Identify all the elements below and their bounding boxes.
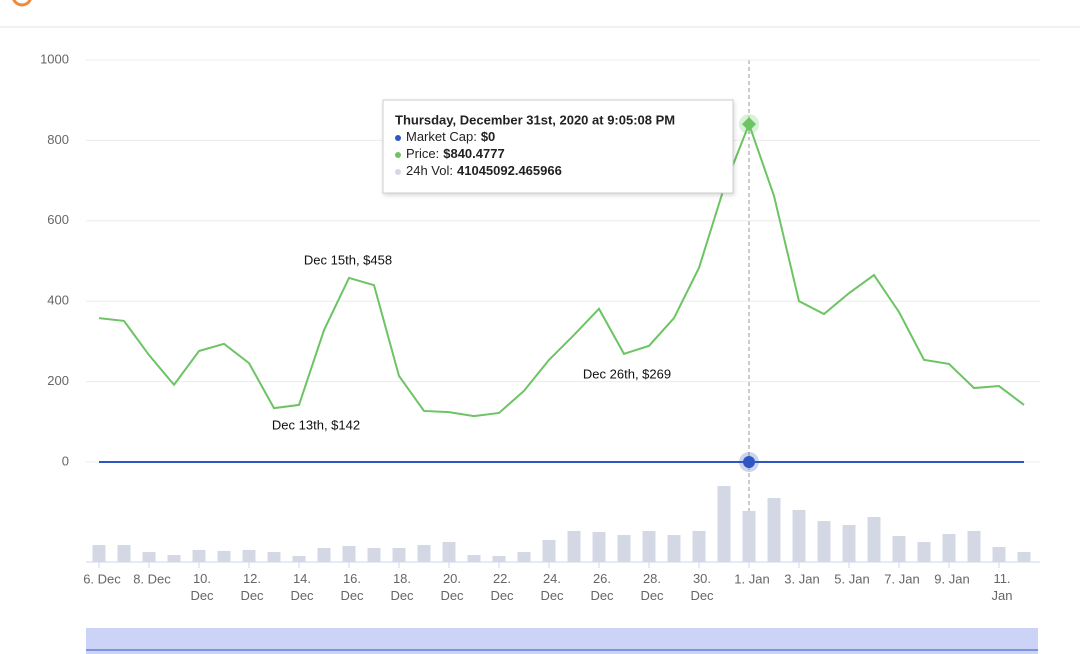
volume-bar	[792, 509, 806, 562]
volume-bar	[742, 511, 756, 562]
x-tick-label: 28. Dec	[640, 571, 664, 603]
annotation: Dec 13th, $142	[272, 417, 360, 432]
tooltip-label: 24h Vol:	[406, 163, 453, 178]
x-tick-label: 8. Dec	[133, 571, 171, 586]
volume-bar	[142, 552, 156, 562]
tooltip-value: $0	[481, 129, 495, 144]
annotation: Dec 15th, $458	[304, 252, 392, 267]
volume-bar	[592, 531, 606, 562]
volume-bar	[892, 536, 906, 562]
tooltip: Thursday, December 31st, 2020 at 9:05:08…	[382, 99, 734, 194]
x-tick-label: 24. Dec	[540, 571, 564, 603]
x-tick-label: 3. Jan	[784, 571, 819, 586]
x-tick-label: 22. Dec	[490, 571, 514, 603]
tooltip-dot	[395, 135, 401, 141]
hover-marker	[742, 117, 756, 132]
x-tick-label: 6. Dec	[83, 571, 121, 586]
y-tick-label: 400	[47, 293, 69, 308]
volume-bar	[692, 530, 706, 562]
line-1	[98, 121, 1025, 418]
volume-bar	[867, 517, 881, 562]
y-tick-label: 800	[47, 132, 69, 147]
volume-bar	[1017, 552, 1031, 562]
volume-bar	[842, 524, 856, 562]
tooltip-row: Market Cap: $0	[406, 129, 495, 144]
x-tick-label: 5. Jan	[834, 571, 869, 586]
y-tick-label: 0	[62, 453, 69, 468]
volume-bar	[642, 530, 656, 562]
volume-bar	[217, 550, 231, 562]
volume-bar	[967, 530, 981, 562]
volume-bar	[492, 556, 506, 562]
x-tick-label: 14. Dec	[290, 571, 314, 603]
volume-bar	[167, 555, 181, 562]
volume-bar	[617, 535, 631, 562]
volume-bar	[767, 498, 781, 562]
tooltip-dot	[395, 169, 401, 175]
volume-bar	[267, 552, 281, 562]
tooltip-title: Thursday, December 31st, 2020 at 9:05:08…	[395, 112, 675, 127]
x-tick-label: 9. Jan	[934, 571, 969, 586]
tooltip-label: Market Cap:	[406, 129, 477, 144]
volume-bar	[517, 552, 531, 562]
volume-bar	[442, 541, 456, 562]
volume-bar	[567, 530, 581, 562]
tooltip-dot	[395, 152, 401, 158]
volume-bar	[117, 544, 131, 562]
x-tick-label: 10. Dec	[190, 571, 214, 603]
volume-bar	[542, 540, 556, 562]
annotation: Dec 26th, $269	[583, 366, 671, 381]
volume-bar	[317, 547, 331, 562]
x-tick-label: 7. Jan	[884, 571, 919, 586]
volume-bar	[367, 547, 381, 562]
top-bar	[0, 0, 1080, 27]
volume-bar	[917, 541, 931, 562]
volume-bar	[192, 549, 206, 562]
volume-bar	[467, 555, 481, 562]
x-tick-label: 16. Dec	[340, 571, 364, 603]
volume-bar	[392, 547, 406, 562]
x-tick-label: 26. Dec	[590, 571, 614, 603]
tooltip-box	[382, 99, 734, 194]
tooltip-row: Price: $840.4777	[406, 146, 505, 161]
y-tick-label: 600	[47, 212, 69, 227]
tooltip-label: Price:	[406, 146, 439, 161]
x-tick-label: 20. Dec	[440, 571, 464, 603]
volume-bar	[417, 544, 431, 562]
tooltip-value: 41045092.465966	[457, 163, 562, 178]
tooltip-row: 24h Vol: 41045092.465966	[406, 163, 562, 178]
y-tick-label: 1000	[40, 51, 69, 66]
volume-bar	[817, 521, 831, 562]
x-tick-label: 11. Jan	[992, 571, 1013, 603]
x-tick-label: 30. Dec	[690, 571, 714, 603]
x-tick-label: 18. Dec	[390, 571, 414, 603]
logo	[12, 0, 32, 7]
volume-bar	[92, 544, 106, 562]
hover-marker	[743, 456, 755, 468]
x-tick-label: 12. Dec	[240, 571, 264, 603]
volume-bar	[717, 485, 731, 562]
x-tick-label: 1. Jan	[734, 571, 769, 586]
volume-bar	[342, 545, 356, 562]
volume-bar	[667, 535, 681, 562]
volume-bar	[292, 556, 306, 562]
tooltip-value: $840.4777	[443, 146, 504, 161]
volume-bar	[942, 534, 956, 562]
y-tick-label: 200	[47, 373, 69, 388]
volume-bar	[992, 546, 1006, 562]
volume-bar	[242, 549, 256, 562]
